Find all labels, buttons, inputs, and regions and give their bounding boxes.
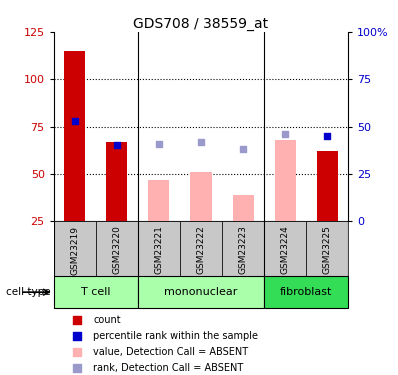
Bar: [54, 221, 96, 276]
Bar: [138, 221, 180, 276]
Bar: [180, 221, 222, 276]
Point: [74, 349, 80, 355]
Text: GSM23219: GSM23219: [70, 226, 79, 274]
Bar: [106, 142, 127, 221]
Text: percentile rank within the sample: percentile rank within the sample: [94, 331, 258, 341]
Bar: [54, 276, 138, 308]
Text: GSM23222: GSM23222: [197, 226, 205, 274]
Point: [74, 317, 80, 323]
Point: [282, 131, 288, 137]
Text: value, Detection Call = ABSENT: value, Detection Call = ABSENT: [94, 347, 249, 357]
Text: GSM23225: GSM23225: [323, 226, 332, 274]
Text: count: count: [94, 315, 121, 325]
Text: GSM23221: GSM23221: [154, 226, 164, 274]
Text: cell type: cell type: [6, 287, 54, 297]
Bar: [306, 221, 348, 276]
Text: T cell: T cell: [81, 287, 111, 297]
Text: rank, Detection Call = ABSENT: rank, Detection Call = ABSENT: [94, 363, 244, 373]
Bar: [191, 172, 211, 221]
Point: [74, 333, 80, 339]
Bar: [232, 195, 254, 221]
Point: [114, 142, 120, 148]
Point: [198, 139, 204, 145]
Bar: [264, 276, 348, 308]
Bar: [317, 151, 338, 221]
Bar: [64, 51, 85, 221]
Point: [74, 365, 80, 371]
Text: GSM23220: GSM23220: [112, 226, 121, 274]
Text: mononuclear: mononuclear: [164, 287, 238, 297]
Point: [324, 133, 330, 139]
Text: GSM23223: GSM23223: [238, 226, 248, 274]
Bar: [222, 221, 264, 276]
Point: [156, 141, 162, 147]
Text: fibroblast: fibroblast: [280, 287, 332, 297]
Bar: [264, 221, 306, 276]
Text: GSM23224: GSM23224: [281, 226, 290, 274]
Point: [72, 118, 78, 124]
Bar: [148, 180, 170, 221]
Title: GDS708 / 38559_at: GDS708 / 38559_at: [133, 17, 269, 31]
Point: [240, 146, 246, 152]
Bar: [138, 276, 264, 308]
Bar: [96, 221, 138, 276]
Bar: [275, 140, 296, 221]
